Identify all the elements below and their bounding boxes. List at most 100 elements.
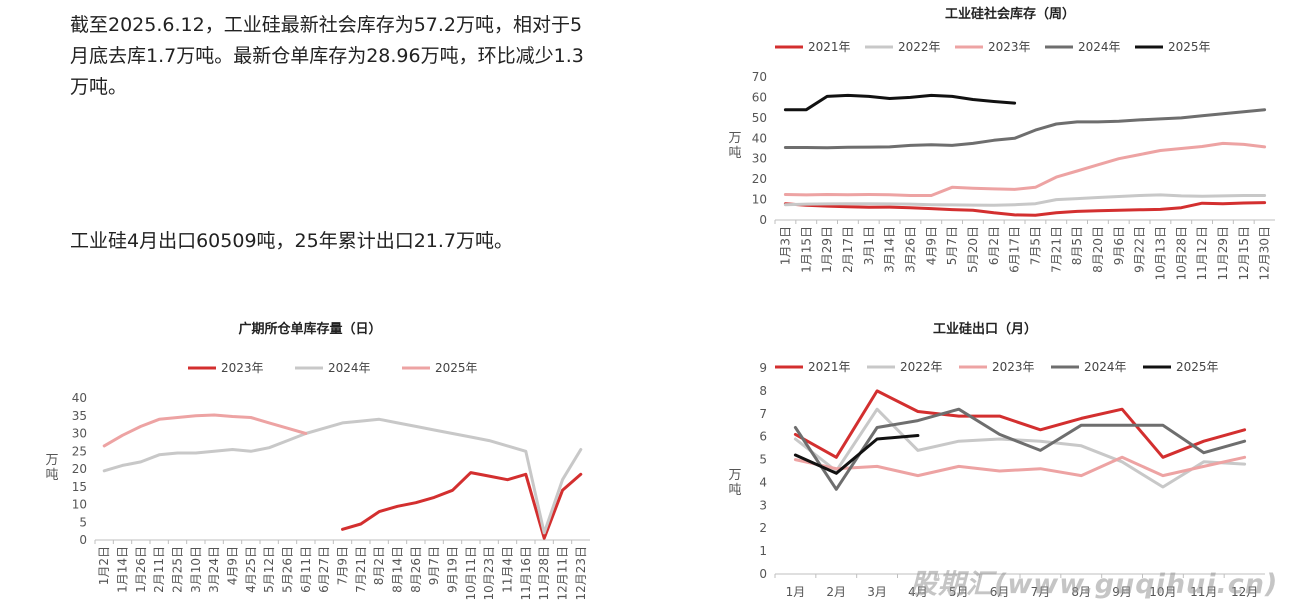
y-tick-label: 40: [72, 391, 87, 405]
series-line-2022: [783, 193, 1267, 207]
chart-title: 工业硅出口（月）: [933, 321, 1037, 337]
x-tick-label: 7月9日: [336, 546, 350, 585]
x-tick-label: 8月26日: [409, 546, 423, 593]
x-tick-label: 12月23日: [574, 546, 588, 601]
x-tick-label: 1月: [786, 585, 806, 599]
legend-label: 2025年: [1168, 40, 1211, 54]
y-tick-label: 40: [752, 131, 767, 145]
y-tick-label: 15: [72, 480, 87, 494]
y-tick-label: 10: [752, 193, 767, 207]
series-line-2025: [793, 434, 920, 475]
y-tick-label: 70: [752, 70, 767, 84]
x-tick-label: 1月29日: [820, 226, 834, 273]
legend-item-2023: 2023年: [188, 361, 264, 375]
x-tick-label: 4月9日: [924, 226, 938, 265]
x-tick-label: 12月30日: [1258, 226, 1272, 281]
series-line-2023: [783, 141, 1267, 197]
legend-item-2023: 2023年: [959, 360, 1035, 374]
legend-item-2025: 2025年: [402, 361, 478, 375]
x-tick-label: 2月: [826, 585, 846, 599]
legend-label: 2023年: [988, 40, 1031, 54]
x-tick-label: 1月3日: [778, 226, 792, 265]
series-line-2021: [793, 389, 1247, 459]
x-tick-label: 6月17日: [1008, 226, 1022, 273]
legend-label: 2021年: [808, 40, 851, 54]
x-tick-label: 8月: [1071, 585, 1091, 599]
x-tick-label: 9月19日: [446, 546, 460, 593]
series-line-2025: [783, 93, 1017, 112]
x-tick-label: 3月1日: [862, 226, 876, 265]
legend-item-2023: 2023年: [955, 40, 1031, 54]
x-tick-label: 5月26日: [281, 546, 295, 593]
x-tick-label: 11月4日: [501, 546, 515, 593]
x-tick-label: 8月20日: [1091, 226, 1105, 273]
series-line-2021: [783, 201, 1267, 217]
x-tick-label: 4月: [908, 585, 928, 599]
x-tick-label: 7月: [1031, 585, 1051, 599]
legend-label: 2023年: [992, 360, 1035, 374]
chart-title: 广期所仓单库存量（日）: [238, 321, 381, 337]
x-tick-label: 10月13日: [1153, 226, 1167, 281]
y-tick-label: 30: [752, 152, 767, 166]
x-tick-label: 3月: [867, 585, 887, 599]
legend-item-2024: 2024年: [1051, 360, 1127, 374]
y-tick-label: 20: [752, 172, 767, 186]
x-tick-label: 2月11日: [152, 546, 166, 593]
x-tick-label: 6月11日: [299, 546, 313, 593]
x-tick-label: 7月21日: [1049, 226, 1063, 273]
x-tick-label: 10月23日: [482, 546, 496, 601]
y-axis-label: 万吨: [728, 131, 741, 161]
series-line-2022: [793, 407, 1247, 489]
x-tick-label: 11月: [1190, 585, 1217, 599]
x-tick-label: 6月2日: [987, 226, 1001, 265]
y-tick-label: 0: [759, 567, 767, 581]
x-tick-label: 12月15日: [1237, 226, 1251, 281]
legend-label: 2022年: [898, 40, 941, 54]
x-tick-label: 11月12日: [1195, 226, 1209, 281]
x-tick-label: 8月5日: [1070, 226, 1084, 265]
x-tick-label: 10月11日: [464, 546, 478, 601]
series-line-2024: [783, 108, 1267, 150]
series-line-2023: [341, 471, 583, 540]
x-tick-label: 6月: [990, 585, 1010, 599]
legend-item-2022: 2022年: [865, 40, 941, 54]
legend-label: 2024年: [328, 361, 371, 375]
y-tick-label: 50: [752, 111, 767, 125]
watermark: 股期汇(www.guqihui.cn): [910, 569, 1279, 600]
y-tick-label: 5: [759, 453, 767, 467]
y-tick-label: 30: [72, 427, 87, 441]
legend-item-2024: 2024年: [295, 361, 371, 375]
legend-label: 2023年: [221, 361, 264, 375]
y-tick-label: 10: [72, 498, 87, 512]
y-tick-label: 0: [759, 213, 767, 227]
legend-item-2021: 2021年: [775, 40, 851, 54]
x-tick-label: 9月7日: [427, 546, 441, 585]
x-tick-label: 9月6日: [1112, 226, 1126, 265]
y-tick-label: 9: [759, 361, 767, 375]
x-tick-label: 7月21日: [354, 546, 368, 593]
x-tick-label: 1月14日: [116, 546, 130, 593]
chart-title: 工业硅社会库存（周）: [945, 6, 1075, 22]
legend-item-2024: 2024年: [1045, 40, 1121, 54]
summary-inventory-text: 截至2025.6.12，工业硅最新社会库存为57.2万吨，相对于5月底去库1.7…: [70, 14, 584, 98]
y-axis-label: 万吨: [728, 468, 741, 498]
x-tick-label: 1月26日: [134, 546, 148, 593]
y-tick-label: 3: [759, 498, 767, 512]
y-tick-label: 35: [72, 409, 87, 423]
legend-item-2021: 2021年: [775, 360, 851, 374]
y-axis-label: 万吨: [45, 453, 58, 483]
x-tick-label: 4月25日: [244, 546, 258, 593]
summary-export-text: 工业硅4月出口60509吨，25年累计出口21.7万吨。: [70, 230, 514, 252]
x-tick-label: 10月: [1149, 585, 1176, 599]
legend-item-2025: 2025年: [1143, 360, 1219, 374]
x-tick-label: 2月17日: [841, 226, 855, 273]
y-tick-label: 0: [79, 533, 87, 547]
y-tick-label: 4: [759, 475, 767, 489]
series-line-2024: [102, 417, 583, 535]
series-line-2025: [102, 413, 308, 448]
series-line-2024: [793, 407, 1247, 491]
x-tick-label: 3月26日: [903, 226, 917, 273]
x-tick-label: 9月22日: [1133, 226, 1147, 273]
legend-item-2022: 2022年: [867, 360, 943, 374]
